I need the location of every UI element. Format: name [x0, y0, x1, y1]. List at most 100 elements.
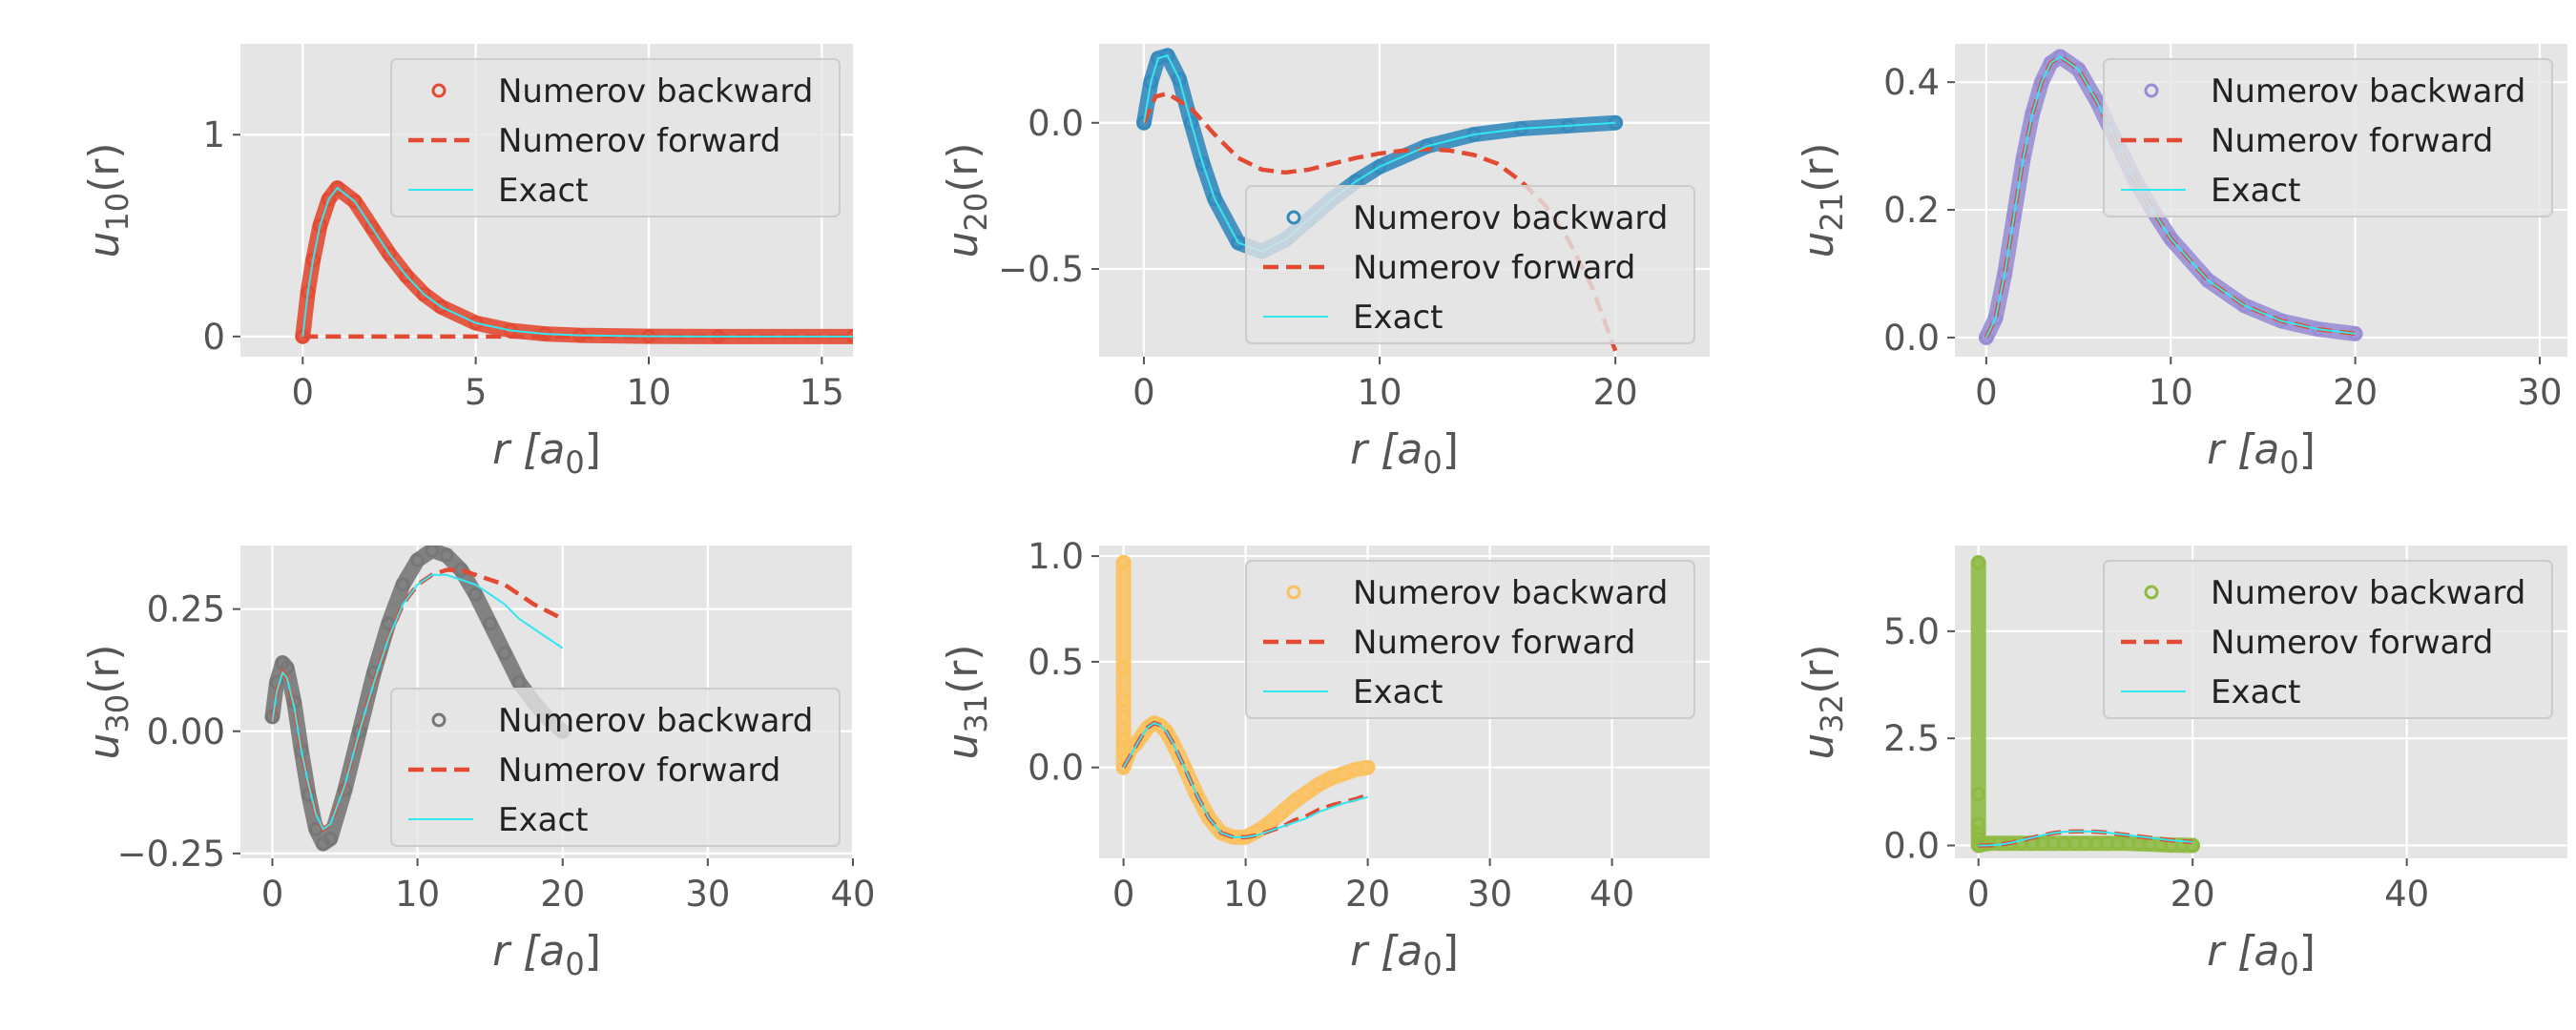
legend-frame	[1245, 185, 1695, 344]
legend-backward-marker	[2144, 585, 2159, 600]
x-axis-label: r [a0]	[2207, 927, 2316, 982]
numerov-backward-point	[1275, 804, 1290, 819]
y-axis-label-subscript: 10	[99, 193, 135, 232]
x-axis-label-base: r [a	[2207, 927, 2279, 976]
x-tick-label: 40	[2384, 874, 2429, 915]
numerov-backward-point	[395, 577, 410, 592]
y-axis-label-base: u	[939, 232, 987, 258]
panel-4: 0 10 20 30 40−0.250.000.25r [a0]u30(r)Numero…	[80, 546, 876, 982]
y-tick-label: 2.5	[1883, 718, 1940, 759]
series-layer	[1978, 49, 2363, 345]
numerov-backward-point	[1201, 811, 1216, 826]
panel-2: 0 10 20−0.50.0r [a0]u20(r)Numerov backward…	[939, 44, 1710, 481]
x-axis-label: r [a0]	[1350, 425, 1459, 481]
y-tick-label: 1.0	[1028, 536, 1084, 577]
panel-6: 0 20 400.02.55.0r [a0]u32(r)Numerov backwa…	[1795, 546, 2567, 982]
numerov-backward-point	[1195, 156, 1211, 172]
numerov-backward-point	[1160, 48, 1175, 63]
exact-line	[301, 186, 853, 338]
series-layer	[264, 546, 571, 852]
legend-entry: Numerov forward	[498, 752, 780, 790]
x-tick-label: 30	[1467, 874, 1512, 915]
numerov-backward-point	[497, 646, 512, 661]
x-tick-label: 20	[2171, 874, 2215, 915]
y-axis-label-tail: (r)	[80, 142, 129, 192]
numerov-backward-point	[347, 194, 363, 209]
x-tick-label: 30	[2517, 372, 2562, 413]
y-axis-label: u31(r)	[939, 644, 994, 759]
x-axis-label-base: r [a	[2207, 425, 2279, 474]
numerov-backward-point	[1136, 115, 1152, 131]
legend-entry: Numerov backward	[2211, 574, 2525, 612]
x-axis-label-base: r [a	[1350, 927, 1423, 976]
legend-entry: Exact	[498, 172, 588, 210]
exact-line	[1978, 830, 2193, 847]
x-tick-label: 0	[1112, 874, 1135, 915]
x-tick-label: 20	[540, 874, 585, 915]
x-axis-label-subscript: 0	[2279, 946, 2298, 982]
y-axis-label-base: u	[939, 733, 987, 760]
legend-entry: Numerov backward	[498, 702, 813, 740]
x-axis-label-subscript: 0	[2279, 444, 2298, 481]
numerov-backward-point	[364, 220, 380, 236]
x-axis-label-tail: ]	[585, 425, 601, 474]
numerov-backward-point	[1116, 732, 1132, 748]
x-axis-label-subscript: 0	[1423, 946, 1442, 982]
y-axis-label-tail: (r)	[1795, 142, 1843, 192]
y-axis-label: u10(r)	[80, 142, 135, 258]
numerov-backward-point	[1372, 159, 1387, 175]
y-axis-label: u21(r)	[1795, 142, 1850, 258]
numerov-backward-point	[2200, 273, 2215, 288]
x-axis-label-tail: ]	[1443, 425, 1459, 474]
x-axis-label: r [a0]	[2207, 425, 2316, 481]
legend-entry: Numerov forward	[2211, 122, 2493, 160]
x-axis-label: r [a0]	[1350, 927, 1459, 982]
x-axis-label-base: r [a	[492, 425, 565, 474]
x-tick-label: 5	[465, 372, 488, 413]
numerov-backward-point	[1287, 793, 1302, 809]
legend-frame	[1245, 560, 1695, 719]
numerov-backward-point	[1979, 330, 1994, 345]
x-tick-label: 15	[800, 372, 844, 413]
x-tick-label: 20	[2333, 372, 2378, 413]
x-tick-label: 10	[1358, 372, 1402, 413]
numerov-backward-point	[1311, 776, 1326, 792]
numerov-backward-point	[1262, 814, 1278, 830]
legend-entry: Numerov forward	[2211, 624, 2493, 662]
legend-entry: Numerov backward	[2211, 72, 2525, 111]
x-axis-label-tail: ]	[2299, 927, 2316, 976]
numerov-backward-point	[1116, 661, 1132, 676]
numerov-backward-point	[382, 246, 397, 261]
y-tick-label: 0.0	[1028, 103, 1084, 144]
y-axis-label-base: u	[1795, 232, 1843, 258]
numerov-backward-point	[1183, 115, 1198, 131]
x-axis-label-tail: ]	[585, 927, 601, 976]
numerov-backward-point	[1207, 191, 1222, 206]
y-tick-label: 0.2	[1883, 190, 1940, 231]
numerov-backward-point	[468, 316, 484, 331]
x-axis-label-tail: ]	[1443, 927, 1459, 976]
numerov-backward-point	[330, 180, 345, 196]
numerov-backward-point	[1116, 692, 1132, 708]
numerov-backward-point	[1323, 771, 1339, 786]
numerov-backward-point	[322, 832, 338, 846]
y-tick-label: −0.25	[117, 834, 225, 875]
y-axis-label: u20(r)	[939, 142, 994, 258]
numerov-backward-point	[2044, 55, 2059, 71]
legend-entry: Numerov forward	[498, 122, 780, 160]
x-tick-label: 20	[1345, 874, 1390, 915]
exact-line	[1122, 722, 1368, 838]
legend-entry: Exact	[2211, 673, 2300, 711]
x-tick-label: 10	[2149, 372, 2193, 413]
numerov-backward-point	[1361, 760, 1376, 775]
numerov-backward-point	[1177, 760, 1193, 775]
numerov-backward-point	[2185, 838, 2200, 854]
exact-line	[271, 573, 564, 831]
numerov-backward-point	[1158, 724, 1174, 739]
x-tick-label: 0	[1967, 874, 1990, 915]
y-axis-label-subscript: 20	[958, 193, 994, 232]
numerov-backward-point	[2089, 93, 2105, 109]
legend-backward-marker	[1286, 585, 1301, 600]
legend-entry: Numerov backward	[1353, 574, 1668, 612]
